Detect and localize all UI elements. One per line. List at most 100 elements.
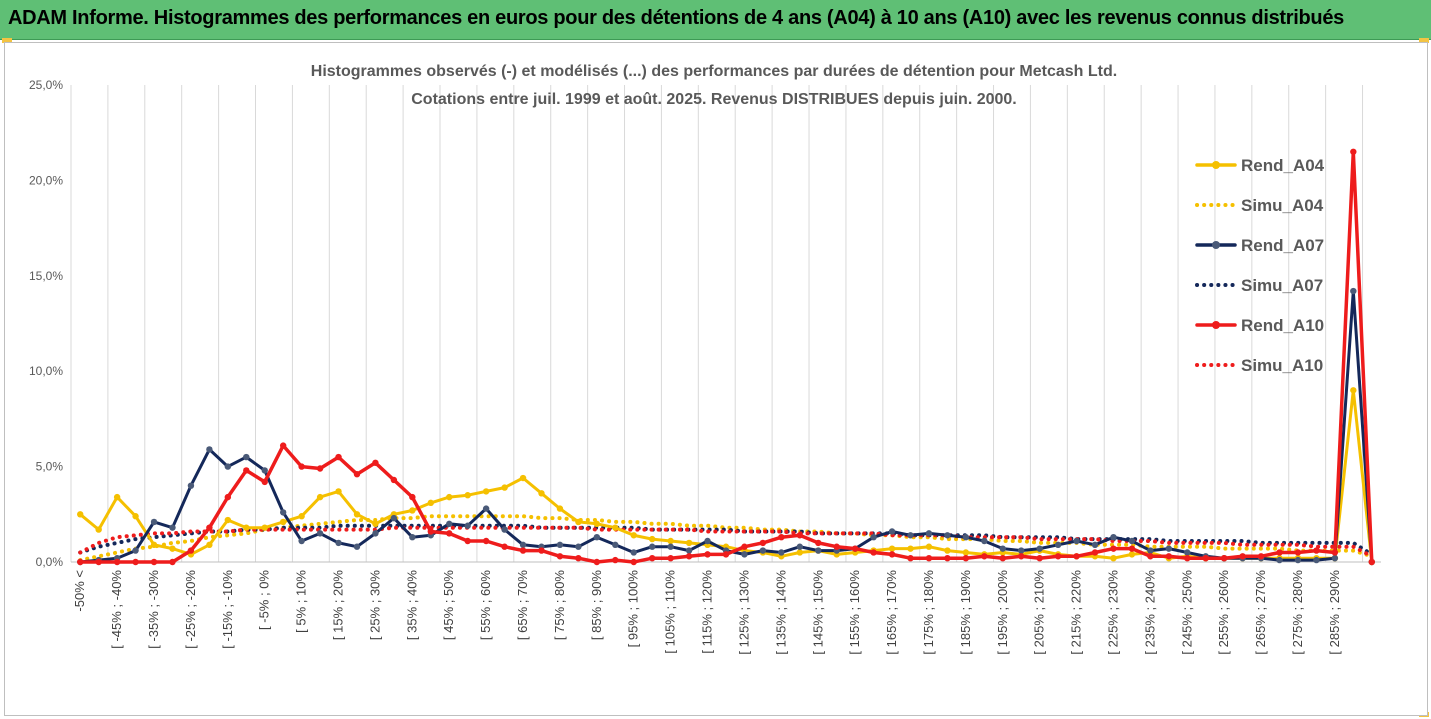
- data-point: [1331, 554, 1339, 562]
- data-point: [741, 543, 748, 550]
- data-point: [243, 453, 250, 461]
- x-tick-label: [ 45% ; 50%: [441, 570, 456, 641]
- data-point: [888, 551, 896, 558]
- data-point: [962, 549, 970, 556]
- x-tick-label: [ 285% ; 290%: [1327, 570, 1342, 655]
- data-point: [1165, 545, 1173, 552]
- x-tick-label: [ -5% ; 0%: [257, 570, 272, 630]
- data-point: [538, 547, 545, 554]
- data-point: [316, 530, 324, 537]
- data-point: [870, 549, 877, 556]
- data-point: [482, 488, 490, 495]
- data-point: [279, 509, 287, 516]
- data-point: [888, 545, 896, 552]
- data-point: [335, 488, 342, 495]
- data-point: [815, 547, 822, 554]
- x-tick-label: [ 75% ; 80%: [552, 570, 567, 641]
- data-point: [556, 553, 564, 560]
- legend-entry: Rend_A07: [1241, 236, 1324, 255]
- data-point: [1073, 553, 1080, 560]
- data-point: [1110, 545, 1117, 552]
- data-point: [741, 551, 748, 558]
- data-point: [261, 478, 268, 486]
- data-point: [648, 554, 656, 562]
- x-tick-label: [ -25% ; -20%: [183, 570, 198, 649]
- data-point: [1313, 556, 1320, 564]
- data-point: [944, 547, 951, 554]
- data-point: [538, 490, 545, 497]
- data-point: [1239, 553, 1246, 560]
- data-point: [206, 446, 213, 453]
- data-point: [243, 524, 250, 531]
- data-point: [427, 528, 434, 535]
- data-point: [113, 493, 121, 501]
- data-point: [261, 467, 268, 474]
- data-point: [1128, 545, 1136, 552]
- x-tick-label: [ 105% ; 110%: [663, 570, 678, 654]
- data-point: [150, 541, 158, 549]
- data-point: [833, 543, 840, 550]
- data-point: [243, 467, 250, 474]
- data-point: [1036, 545, 1043, 552]
- data-point: [316, 465, 324, 472]
- data-point: [1184, 549, 1191, 556]
- data-point: [298, 513, 305, 520]
- y-tick-label: 5,0%: [36, 460, 64, 474]
- data-point: [612, 541, 619, 549]
- x-tick-label: [ 65% ; 70%: [515, 570, 530, 641]
- data-point: [353, 511, 361, 518]
- data-point: [981, 537, 988, 545]
- data-point: [132, 513, 139, 520]
- data-point: [390, 514, 398, 522]
- data-point: [501, 484, 508, 491]
- data-point: [851, 545, 859, 552]
- data-point: [298, 537, 305, 545]
- data-point: [501, 543, 508, 550]
- data-point: [556, 541, 564, 549]
- x-tick-label: [ 205% ; 210%: [1032, 570, 1047, 655]
- data-point: [132, 547, 139, 554]
- data-point: [593, 520, 601, 528]
- data-point: [575, 518, 582, 526]
- data-point: [501, 526, 508, 533]
- data-point: [95, 526, 102, 533]
- data-point: [962, 554, 970, 562]
- data-point: [1128, 551, 1136, 558]
- legend-entry: Simu_A04: [1241, 196, 1324, 215]
- x-tick-label: [ -35% ; -30%: [146, 570, 161, 649]
- data-point: [1350, 148, 1357, 155]
- data-point: [427, 499, 434, 507]
- data-point: [1147, 553, 1154, 560]
- data-point: [169, 558, 176, 566]
- data-point: [1165, 553, 1173, 560]
- frame-corner-marker: [1419, 38, 1429, 43]
- data-point: [593, 558, 601, 566]
- data-point: [1091, 541, 1099, 549]
- data-point: [648, 543, 656, 550]
- data-point: [335, 539, 342, 547]
- data-point: [1313, 547, 1320, 554]
- data-point: [187, 547, 195, 554]
- data-point: [519, 547, 527, 554]
- data-point: [1294, 556, 1302, 564]
- x-tick-label: [ 165% ; 170%: [884, 570, 899, 655]
- data-point: [77, 558, 84, 566]
- data-point: [316, 493, 324, 501]
- data-point: [907, 554, 914, 562]
- x-tick-label: [ 125% ; 130%: [736, 570, 751, 655]
- legend-entry: Simu_A07: [1241, 276, 1323, 295]
- series-line-simu-a07: [78, 523, 1374, 557]
- data-point: [409, 533, 416, 541]
- data-point: [1368, 558, 1375, 566]
- data-point: [870, 533, 877, 541]
- data-point: [1018, 553, 1025, 560]
- data-point: [1331, 549, 1339, 556]
- legend-entry: Simu_A10: [1241, 356, 1323, 375]
- data-point: [962, 533, 970, 541]
- x-tick-label: [ 245% ; 250%: [1179, 570, 1194, 655]
- data-point: [981, 553, 988, 560]
- data-point: [1147, 547, 1154, 554]
- data-point: [261, 524, 268, 531]
- data-point: [1054, 553, 1062, 560]
- data-point: [685, 539, 693, 547]
